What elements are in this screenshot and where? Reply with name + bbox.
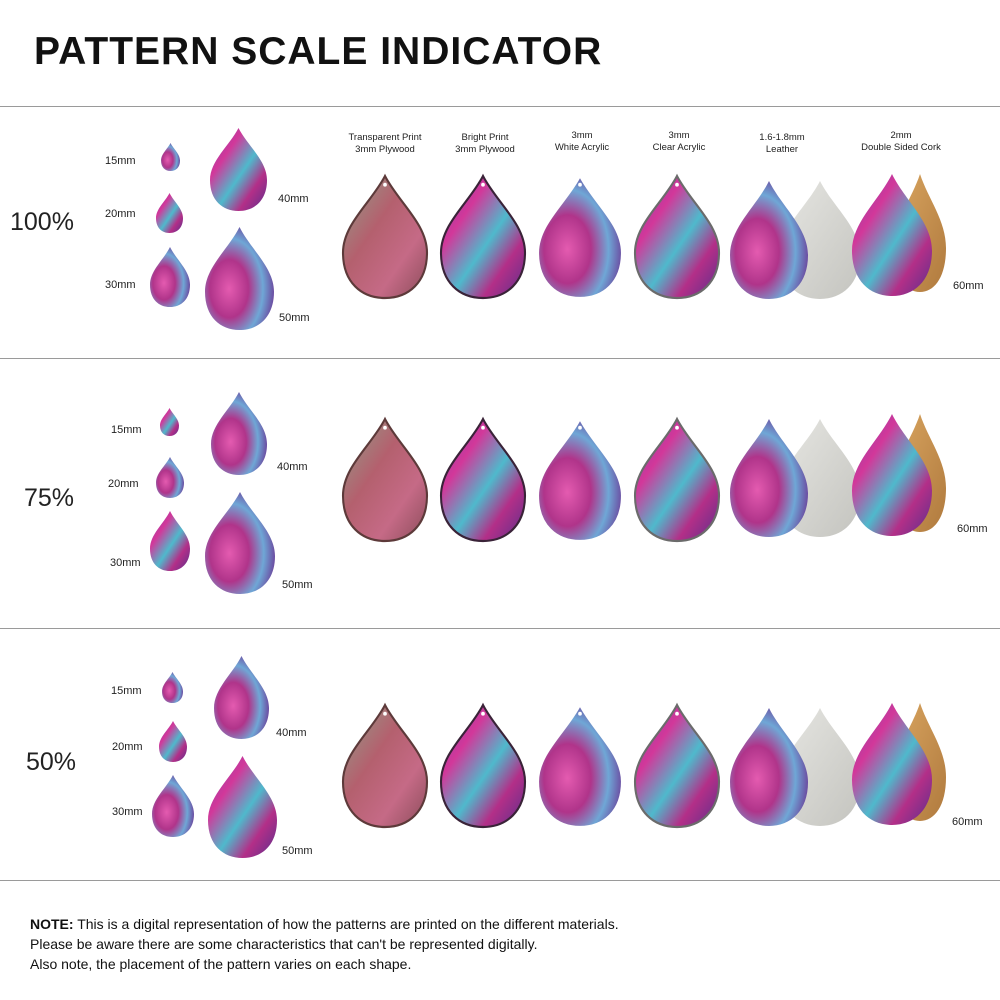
- teardrop-cork-front: [852, 414, 932, 536]
- teardrop-small: [150, 511, 190, 571]
- divider: [0, 880, 1000, 881]
- teardrop-transparent-plywood: [341, 702, 429, 829]
- material-header-leather: 1.6-1.8mm Leather: [759, 132, 805, 155]
- teardrop-small: [161, 143, 180, 171]
- teardrop-small: [162, 672, 183, 703]
- note-line: This is a digital representation of how …: [73, 916, 619, 932]
- teardrop-small: [160, 408, 179, 436]
- size-label: 50mm: [282, 845, 313, 857]
- teardrop-leather-front: [730, 181, 808, 299]
- material-header-cork: 2mm Double Sided Cork: [861, 130, 941, 153]
- size-label: 20mm: [108, 478, 139, 490]
- teardrop-bright-plywood: [439, 702, 527, 829]
- note-label: NOTE:: [30, 916, 74, 932]
- note-text: NOTE: This is a digital representation o…: [30, 914, 619, 974]
- teardrop-transparent-plywood: [341, 173, 429, 300]
- teardrop-white-acrylic: [536, 416, 624, 543]
- material-header-bright-plywood: Bright Print 3mm Plywood: [455, 132, 515, 155]
- size-label: 20mm: [105, 208, 136, 220]
- teardrop-leather-front: [730, 708, 808, 826]
- teardrop-small: [210, 128, 267, 211]
- size-label: 40mm: [276, 727, 307, 739]
- scale-label: 50%: [26, 748, 77, 776]
- size-label: 50mm: [282, 579, 313, 591]
- teardrop-clear-acrylic: [633, 173, 721, 300]
- teardrop-small: [205, 227, 274, 330]
- teardrop-small: [152, 775, 194, 837]
- note-line: Also note, the placement of the pattern …: [30, 956, 412, 972]
- size-label: 60mm: [952, 816, 983, 828]
- teardrop-small: [208, 756, 277, 858]
- teardrop-cork-front: [852, 703, 932, 825]
- size-label: 60mm: [953, 280, 984, 292]
- teardrop-small: [156, 193, 183, 233]
- size-label: 15mm: [105, 155, 136, 167]
- teardrop-small: [211, 392, 267, 475]
- teardrop-cork-front: [852, 174, 932, 296]
- teardrop-small: [150, 247, 190, 307]
- teardrop-bright-plywood: [439, 416, 527, 543]
- teardrop-leather-front: [730, 419, 808, 537]
- size-label: 40mm: [278, 193, 309, 205]
- note-line: Please be aware there are some character…: [30, 936, 538, 952]
- size-label: 15mm: [111, 424, 142, 436]
- size-label: 30mm: [112, 806, 143, 818]
- material-header-transparent-plywood: Transparent Print 3mm Plywood: [348, 132, 422, 155]
- size-label: 60mm: [957, 523, 988, 535]
- teardrop-white-acrylic: [536, 173, 624, 300]
- teardrop-transparent-plywood: [341, 416, 429, 543]
- teardrop-bright-plywood: [439, 173, 527, 300]
- scale-label: 100%: [10, 208, 74, 236]
- teardrop-white-acrylic: [536, 702, 624, 829]
- teardrop-small: [156, 457, 184, 498]
- size-label: 40mm: [277, 461, 308, 473]
- size-label: 30mm: [110, 557, 141, 569]
- size-label: 20mm: [112, 741, 143, 753]
- teardrop-small: [205, 492, 275, 594]
- divider: [0, 106, 1000, 107]
- teardrop-small: [159, 721, 187, 762]
- teardrop-clear-acrylic: [633, 702, 721, 829]
- page-title: PATTERN SCALE INDICATOR: [34, 30, 603, 73]
- size-label: 15mm: [111, 685, 142, 697]
- divider: [0, 628, 1000, 629]
- material-header-white-acrylic: 3mm White Acrylic: [554, 130, 610, 153]
- teardrop-small: [214, 656, 269, 739]
- material-header-clear-acrylic: 3mm Clear Acrylic: [652, 130, 706, 153]
- divider: [0, 358, 1000, 359]
- size-label: 50mm: [279, 312, 310, 324]
- size-label: 30mm: [105, 279, 136, 291]
- scale-label: 75%: [24, 484, 75, 512]
- teardrop-clear-acrylic: [633, 416, 721, 543]
